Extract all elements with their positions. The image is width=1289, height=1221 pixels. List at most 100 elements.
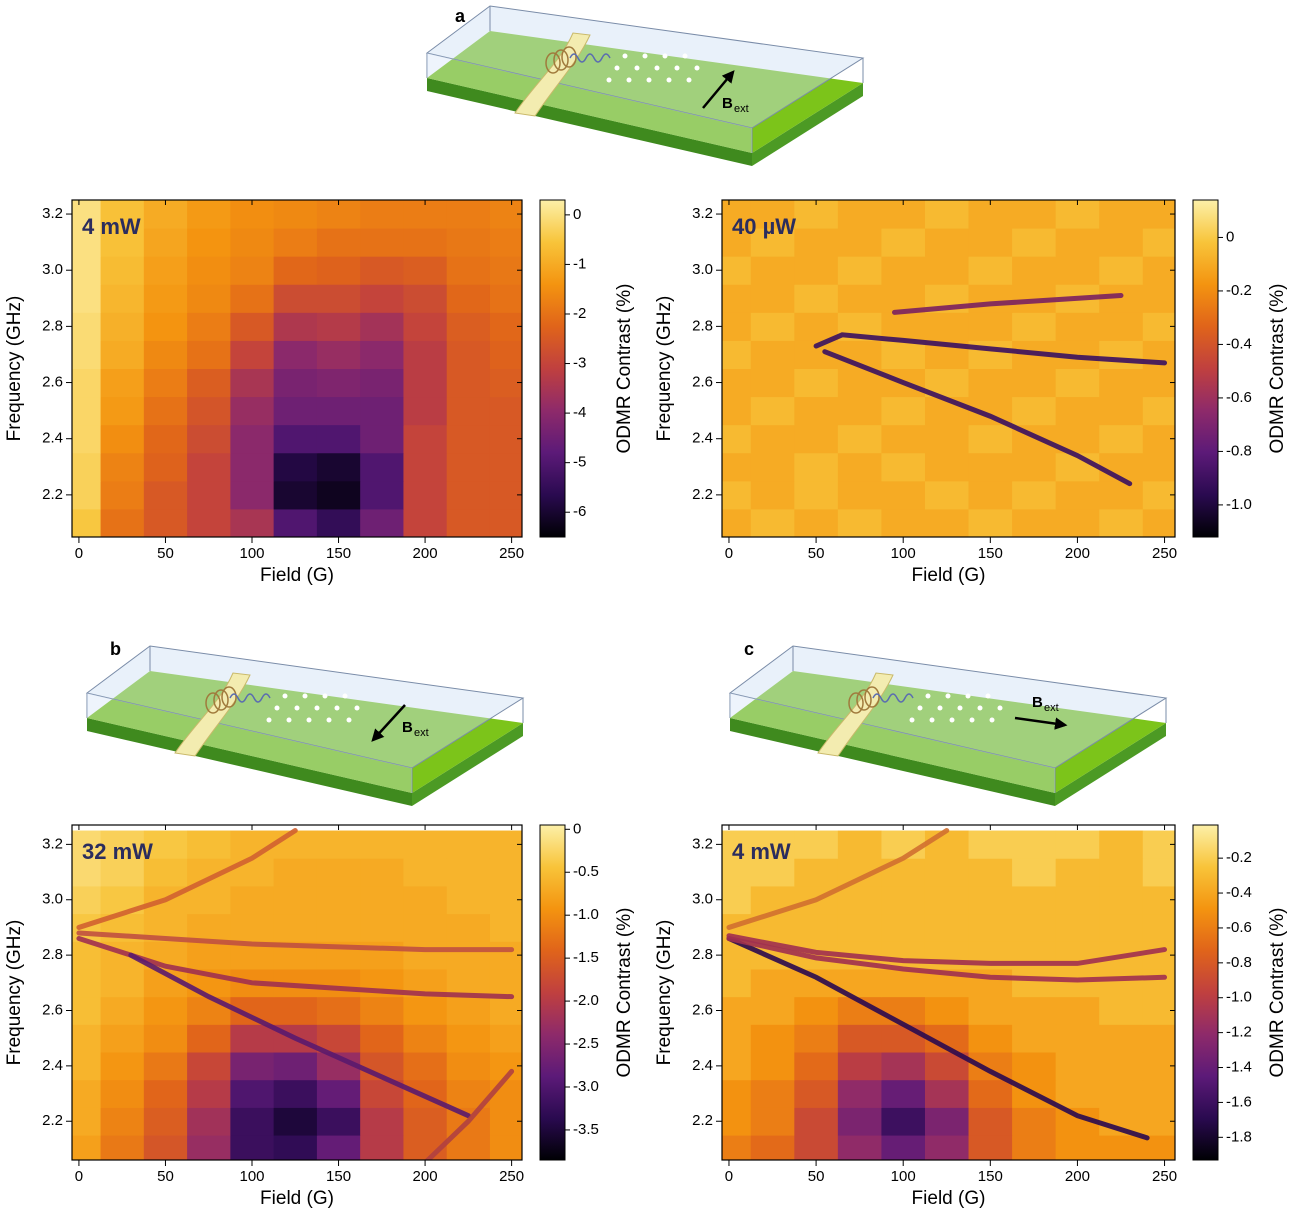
heatmap-cell xyxy=(924,830,970,859)
heatmap-cell xyxy=(722,1079,752,1108)
heatmap-cell xyxy=(881,396,926,426)
heatmap-cell xyxy=(230,256,275,285)
heatmap-cell xyxy=(316,968,361,998)
y-tick-label: 3.2 xyxy=(692,835,713,852)
heatmap-cell xyxy=(837,228,882,257)
heatmap-cell xyxy=(924,885,970,915)
heatmap-cell xyxy=(750,480,795,510)
heatmap-cell xyxy=(968,913,1013,942)
y-tick-label: 2.6 xyxy=(692,374,713,391)
heatmap-cell xyxy=(968,508,1013,537)
x-tick-label: 50 xyxy=(157,545,174,562)
heatmap-cell xyxy=(446,312,491,341)
heatmap-cell xyxy=(187,368,231,398)
y-tick-label: 2.6 xyxy=(42,374,63,391)
y-tick-label: 3.2 xyxy=(42,205,63,222)
heatmap-cell xyxy=(403,284,448,313)
heatmap-cell xyxy=(360,200,404,229)
field-subscript: ext xyxy=(734,103,749,115)
heatmap-cell xyxy=(100,284,145,313)
heatmap-cell xyxy=(273,424,318,454)
x-tick-label: 150 xyxy=(326,1168,351,1185)
heatmap-cell xyxy=(316,1079,361,1108)
heatmap-panel: 32 mW 0 50 100 150 200 250 2.2 2.4 2.6 2.8 3.0 3.2 Fi… xyxy=(4,820,635,1209)
heatmap-cell xyxy=(100,340,145,369)
heatmap-cell xyxy=(1012,1107,1057,1136)
heatmap-cell xyxy=(794,858,839,887)
heatmap-cell xyxy=(794,1107,839,1136)
colorbar-tick-label: -0.2 xyxy=(1226,282,1252,299)
heatmap-cell xyxy=(1055,368,1100,398)
y-tick-label: 2.4 xyxy=(692,1057,713,1074)
heatmap-cell xyxy=(143,340,188,369)
heatmap-cell xyxy=(72,996,102,1025)
heatmap-cell xyxy=(489,1079,522,1108)
y-tick-label: 2.6 xyxy=(42,1001,63,1018)
heatmap-cell xyxy=(968,858,1013,887)
colorbar xyxy=(1192,824,1219,1161)
heatmap-cell xyxy=(968,368,1013,398)
heatmap-cell xyxy=(72,968,102,998)
heatmap-cell xyxy=(1142,1052,1175,1081)
heatmap-cell xyxy=(722,1135,752,1160)
heatmap-cell xyxy=(489,424,522,454)
heatmap-cell xyxy=(837,452,882,482)
heatmap-cell xyxy=(722,424,752,454)
heatmap-cell xyxy=(924,941,970,970)
y-tick-label: 3.0 xyxy=(42,891,63,908)
heatmap-cell xyxy=(360,996,404,1025)
heatmap-cell xyxy=(187,1024,231,1053)
heatmap-cell xyxy=(230,480,275,510)
heatmap-cell xyxy=(143,368,188,398)
heatmap-cell xyxy=(1099,256,1144,285)
x-axis-label: Field (G) xyxy=(912,565,986,586)
heatmap-cell xyxy=(750,996,795,1025)
heatmap-cell xyxy=(881,480,926,510)
heatmap-cell xyxy=(924,452,970,482)
y-tick-label: 3.0 xyxy=(692,261,713,278)
heatmap-cell xyxy=(273,340,318,369)
heatmap-cell xyxy=(360,913,404,942)
heatmap-cell xyxy=(230,424,275,454)
heatmap-cell xyxy=(1012,885,1057,915)
heatmap-cell xyxy=(837,1135,882,1160)
heatmap-cell xyxy=(446,830,491,859)
field-label: B xyxy=(722,95,733,112)
heatmap-cell xyxy=(273,284,318,313)
heatmap-cell xyxy=(187,452,231,482)
heatmap-cell xyxy=(968,284,1013,313)
heatmap-cell xyxy=(924,228,970,257)
heatmap-cell xyxy=(1142,830,1175,859)
y-tick-label: 2.2 xyxy=(692,1112,713,1129)
heatmap-cell xyxy=(794,452,839,482)
resonance-line xyxy=(76,930,515,953)
heatmap-cell xyxy=(722,480,752,510)
y-tick-label: 2.4 xyxy=(42,430,63,447)
heatmap-cell xyxy=(72,228,102,257)
heatmap-cell xyxy=(924,996,970,1025)
heatmap-cell xyxy=(794,284,839,313)
heatmap-cell xyxy=(143,1107,188,1136)
heatmap-cell xyxy=(273,1107,318,1136)
heatmap-cell xyxy=(230,312,275,341)
heatmap-cell xyxy=(316,368,361,398)
heatmap-cell xyxy=(1142,396,1175,426)
heatmap-cell xyxy=(360,340,404,369)
colorbar-tick-label: -0.6 xyxy=(1226,919,1252,936)
heatmap-cell xyxy=(722,452,752,482)
heatmap-cell xyxy=(750,424,795,454)
heatmap-cell xyxy=(360,228,404,257)
heatmap-cell xyxy=(446,1052,491,1081)
heatmap-cell xyxy=(72,452,102,482)
colorbar-label: ODMR Contrast (%) xyxy=(614,908,635,1078)
heatmap-cell xyxy=(100,830,145,859)
heatmap-cell xyxy=(230,396,275,426)
heatmap-cell xyxy=(72,858,102,887)
heatmap-cell xyxy=(1142,368,1175,398)
heatmap-cell xyxy=(837,256,882,285)
heatmap-cell xyxy=(72,368,102,398)
x-tick-label: 100 xyxy=(239,545,264,562)
heatmap-cell xyxy=(750,228,795,257)
heatmap-cell xyxy=(1099,858,1144,887)
